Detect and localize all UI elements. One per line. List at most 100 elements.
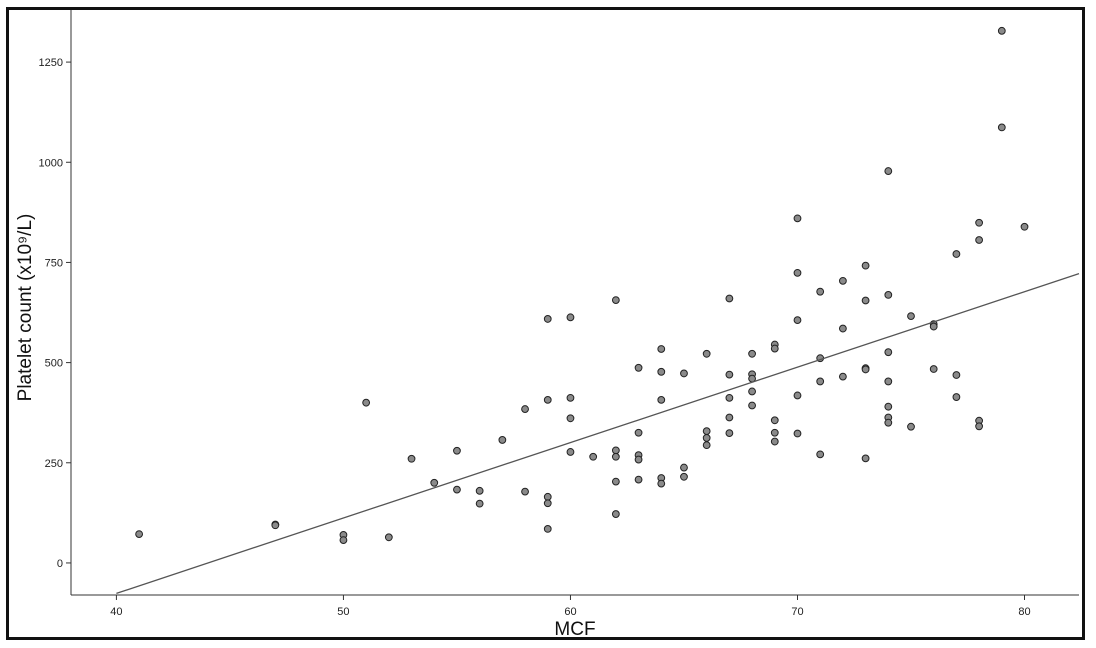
data-point — [680, 472, 688, 481]
data-point — [611, 510, 620, 518]
data-point — [793, 316, 802, 325]
data-point — [816, 377, 825, 386]
y-tick-label: 0 — [57, 558, 63, 570]
data-point — [362, 398, 371, 407]
data-point — [884, 290, 893, 299]
data-point — [634, 475, 643, 484]
data-point — [952, 250, 961, 258]
data-point — [611, 452, 620, 461]
data-point — [725, 429, 734, 438]
y-axis-title: Platelet count (x10⁹/L) — [15, 214, 36, 402]
data-point — [657, 395, 666, 404]
data-point — [861, 454, 870, 463]
y-tick-label: 500 — [45, 358, 63, 370]
data-point — [680, 463, 688, 472]
data-points — [135, 26, 1029, 545]
data-point — [793, 268, 802, 277]
x-tick-label: 60 — [564, 606, 576, 618]
data-point — [611, 296, 620, 304]
data-point — [702, 427, 711, 436]
x-axis-title: MCF — [554, 619, 595, 637]
data-point — [453, 485, 461, 494]
data-point — [1020, 222, 1029, 231]
data-point — [566, 414, 575, 423]
data-point — [838, 324, 847, 333]
data-point — [770, 416, 779, 425]
data-point — [884, 167, 893, 175]
data-point — [135, 530, 144, 538]
data-point — [407, 454, 416, 463]
data-point — [884, 418, 893, 427]
data-point — [793, 429, 802, 438]
y-axis-ticks: 0 250 500 750 1000 1250 — [39, 57, 71, 570]
data-point — [975, 236, 984, 244]
data-point — [657, 479, 666, 488]
regression-line — [116, 273, 1080, 595]
x-tick-label: 80 — [1018, 606, 1030, 618]
data-point — [838, 372, 847, 381]
data-point — [793, 214, 802, 223]
data-point — [611, 446, 620, 455]
data-point — [339, 536, 348, 545]
scatter-chart: 40 50 60 70 80 0 250 500 750 1000 1250 MCF Platel… — [15, 10, 1080, 637]
data-point — [884, 348, 893, 357]
data-point — [566, 313, 575, 322]
data-point — [634, 363, 643, 372]
data-point — [498, 436, 507, 444]
data-point — [975, 422, 984, 431]
data-point — [566, 448, 575, 456]
x-tick-label: 50 — [337, 606, 349, 618]
data-point — [634, 428, 643, 437]
chart-frame: 40 50 60 70 80 0 250 500 750 1000 1250 MCF Platel… — [6, 7, 1085, 640]
data-point — [566, 393, 575, 402]
data-point — [952, 393, 961, 401]
data-point — [748, 387, 756, 396]
data-point — [702, 441, 711, 450]
data-point — [271, 521, 280, 530]
data-point — [861, 365, 870, 374]
data-point — [702, 434, 711, 442]
data-point — [543, 524, 552, 533]
data-point — [861, 296, 870, 305]
data-point — [907, 312, 915, 321]
data-point — [430, 478, 439, 487]
data-point — [543, 492, 552, 501]
data-point — [543, 315, 552, 323]
data-point — [770, 437, 779, 446]
data-point — [838, 276, 847, 285]
x-axis-ticks: 40 50 60 70 80 — [110, 595, 1031, 618]
data-point — [952, 371, 961, 379]
data-point — [770, 428, 779, 437]
data-point — [657, 367, 666, 376]
data-point — [657, 345, 666, 353]
data-point — [521, 487, 529, 496]
data-point — [521, 405, 529, 413]
data-point — [384, 533, 393, 542]
data-point — [929, 322, 938, 331]
data-point — [748, 349, 756, 358]
data-point — [589, 452, 598, 461]
data-point — [770, 344, 779, 353]
data-point — [680, 369, 688, 378]
data-point — [634, 455, 643, 464]
data-point — [907, 422, 915, 431]
data-point — [611, 477, 620, 486]
data-point — [748, 401, 756, 410]
data-point — [702, 349, 711, 358]
data-point — [543, 499, 552, 508]
data-point — [725, 294, 734, 303]
data-point — [725, 413, 734, 422]
y-tick-label: 250 — [45, 458, 63, 470]
y-tick-label: 1000 — [39, 157, 63, 169]
data-point — [861, 261, 870, 270]
x-tick-label: 70 — [791, 606, 803, 618]
data-point — [793, 391, 802, 400]
data-point — [929, 365, 938, 373]
data-point — [725, 393, 734, 402]
data-point — [997, 26, 1006, 35]
y-tick-label: 1250 — [39, 57, 63, 69]
data-point — [997, 123, 1006, 132]
data-point — [884, 402, 893, 411]
data-point — [475, 486, 484, 495]
y-tick-label: 750 — [45, 257, 63, 269]
